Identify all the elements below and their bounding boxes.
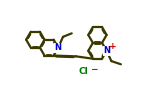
Text: +: + <box>109 42 116 51</box>
Text: −: − <box>90 64 98 74</box>
Text: N: N <box>103 46 110 55</box>
Text: Cl: Cl <box>78 67 88 76</box>
Text: N: N <box>55 43 62 52</box>
